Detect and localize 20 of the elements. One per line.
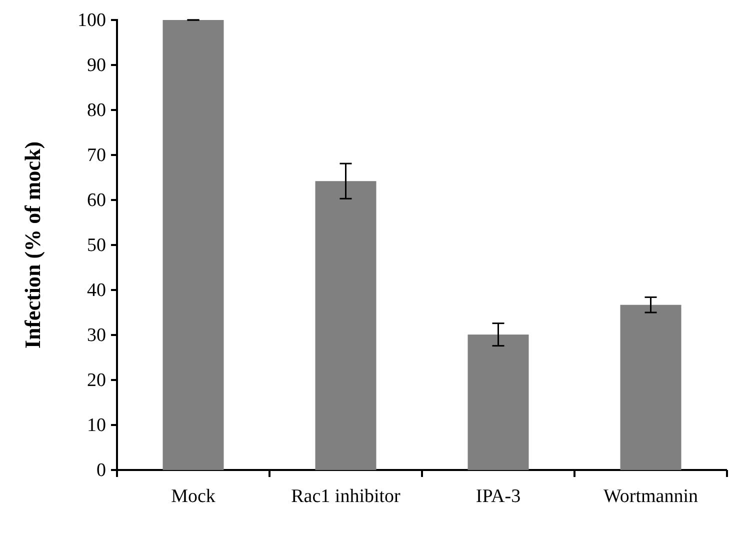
y-axis-title: Infection (% of mock)	[20, 141, 45, 349]
x-tick-label: Wortmannin	[603, 486, 698, 507]
bar	[315, 181, 376, 470]
y-tick-label: 80	[87, 100, 106, 122]
y-tick-label: 70	[87, 145, 106, 166]
y-tick-label: 40	[87, 280, 106, 302]
y-tick-label: 60	[87, 190, 106, 212]
bar	[162, 20, 224, 470]
y-tick-label: 10	[87, 415, 106, 436]
y-tick-label: 100	[78, 10, 106, 32]
x-tick-label: Rac1 inhibitor	[291, 486, 402, 507]
y-tick-label: 30	[87, 325, 106, 346]
y-tick-label: 50	[87, 235, 106, 256]
y-tick-label: 0	[96, 460, 106, 482]
bar	[468, 334, 529, 470]
y-tick-label: 20	[87, 370, 106, 392]
y-tick-label: 90	[87, 55, 106, 76]
x-tick-label: IPA-3	[476, 486, 521, 507]
bar	[620, 304, 682, 470]
x-tick-label: Mock	[171, 486, 216, 507]
